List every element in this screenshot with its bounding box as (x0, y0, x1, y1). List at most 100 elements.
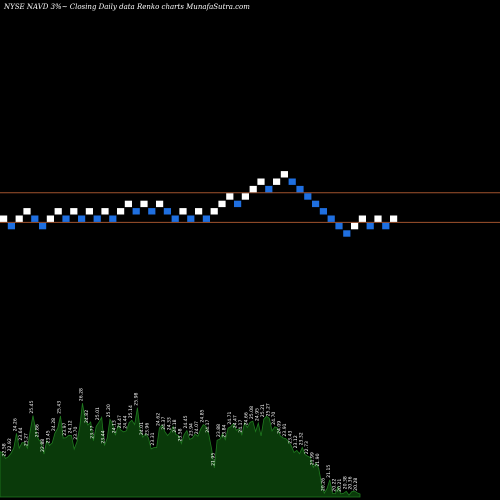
renko-brick-24 (179, 208, 187, 215)
volume-label-25: 23.97 (62, 422, 68, 435)
renko-brick-37 (280, 171, 288, 178)
volume-label-61: 24.37 (161, 417, 167, 430)
volume-label-87: 24.47 (232, 415, 238, 428)
renko-brick-19 (140, 200, 148, 208)
volume-label-85: 24.71 (227, 411, 233, 424)
renko-brick-38 (288, 178, 296, 185)
renko-brick-27 (202, 215, 210, 222)
renko-brick-18 (132, 208, 140, 215)
volume-label-111: 23.32 (298, 432, 304, 445)
volume-label-81: 23.88 (216, 424, 222, 437)
renko-brick-6 (39, 222, 47, 230)
volume-area (0, 403, 361, 498)
volume-label-93: 25.08 (249, 406, 255, 419)
volume-label-1: 23.04 (0, 436, 2, 449)
volume-label-117: 21.90 (315, 453, 321, 466)
volume-label-5: 22.92 (7, 438, 13, 451)
renko-brick-28 (210, 208, 218, 215)
renko-brick-45 (343, 230, 351, 237)
renko-brick-29 (218, 200, 226, 208)
volume-label-41: 25.20 (106, 404, 112, 417)
volume-label-31: 26.28 (78, 388, 84, 401)
renko-brick-32 (241, 193, 249, 200)
volume-label-71: 23.94 (188, 423, 194, 436)
renko-brick-13 (93, 215, 101, 222)
volume-label-123: 20.22 (331, 478, 337, 491)
renko-brick-7 (46, 215, 54, 222)
renko-brick-5 (31, 215, 39, 222)
volume-label-83: 23.84 (221, 424, 227, 437)
volume-label-37: 25.01 (95, 407, 101, 420)
volume-label-49: 25.14 (128, 405, 134, 418)
volume-label-47: 24.44 (122, 415, 128, 428)
renko-brick-14 (101, 208, 109, 215)
volume-label-29: 23.70 (73, 427, 79, 440)
volume-label-43: 24.13 (111, 420, 117, 433)
volume-label-105: 23.91 (282, 423, 288, 436)
volume-label-19: 23.45 (45, 430, 51, 443)
volume-label-125: 20.21 (337, 479, 343, 492)
volume-label-97: 25.21 (260, 404, 266, 417)
renko-brick-23 (171, 215, 179, 222)
renko-brick-34 (257, 178, 265, 185)
renko-brick-25 (187, 215, 195, 222)
renko-brick-21 (156, 200, 164, 208)
volume-label-77: 24.17 (205, 420, 211, 433)
volume-label-119: 20.26 (320, 478, 326, 491)
volume-label-75: 24.85 (199, 409, 205, 422)
renko-brick-15 (109, 215, 117, 222)
renko-brick-20 (148, 208, 156, 215)
volume-label-129: 20.36 (348, 476, 354, 489)
volume-label-67: 23.58 (177, 428, 183, 441)
renko-brick-46 (351, 222, 359, 230)
renko-brick-22 (163, 208, 171, 215)
volume-label-55: 23.96 (144, 423, 150, 436)
volume-label-15: 23.86 (34, 424, 40, 437)
volume-label-33: 24.82 (84, 410, 90, 423)
volume-label-73: 24.07 (194, 421, 200, 434)
renko-brick-3 (15, 215, 23, 222)
volume-label-53: 24.01 (139, 422, 145, 435)
volume-label-107: 23.43 (287, 431, 293, 444)
volume-label-51: 25.98 (133, 392, 139, 405)
renko-brick-36 (273, 178, 281, 185)
volume-label-69: 24.45 (183, 415, 189, 428)
volume-label-127: 20.38 (342, 476, 348, 489)
renko-brick-33 (249, 185, 257, 193)
volume-label-13: 25.45 (29, 400, 35, 413)
renko-brick-31 (234, 200, 242, 208)
volume-label-89: 24.17 (238, 420, 244, 433)
renko-brick-51 (390, 215, 398, 222)
renko-brick-1 (0, 215, 8, 222)
volume-label-131: 20.28 (353, 478, 359, 491)
volume-label-45: 24.47 (117, 415, 123, 428)
renko-brick-16 (117, 208, 125, 215)
volume-label-121: 21.15 (326, 465, 332, 478)
volume-label-7: 24.26 (12, 418, 18, 431)
volume-label-79: 21.95 (210, 453, 216, 466)
renko-brick-35 (265, 185, 273, 193)
renko-brick-8 (54, 208, 62, 215)
renko-brick-48 (366, 222, 374, 230)
volume-label-99: 25.27 (265, 403, 271, 416)
chart-title: NYSE NAVD 3%~ Closing Daily data Renko c… (3, 3, 250, 11)
volume-label-91: 24.66 (243, 412, 249, 425)
renko-brick-4 (23, 208, 31, 215)
volume-label-101: 24.70 (271, 412, 277, 425)
renko-brick-44 (335, 222, 343, 230)
renko-brick-2 (7, 222, 15, 230)
volume-label-39: 23.44 (100, 430, 106, 443)
renko-brick-41 (312, 200, 320, 208)
volume-label-95: 24.95 (254, 408, 260, 421)
renko-brick-49 (374, 215, 382, 222)
renko-bricks (0, 171, 398, 237)
volume-label-35: 23.77 (89, 425, 95, 438)
renko-brick-10 (70, 208, 78, 215)
reference-lines (0, 192, 500, 223)
renko-brick-50 (382, 222, 390, 230)
volume-label-21: 24.28 (51, 418, 57, 431)
renko-brick-40 (304, 193, 312, 200)
renko-brick-47 (358, 215, 366, 222)
